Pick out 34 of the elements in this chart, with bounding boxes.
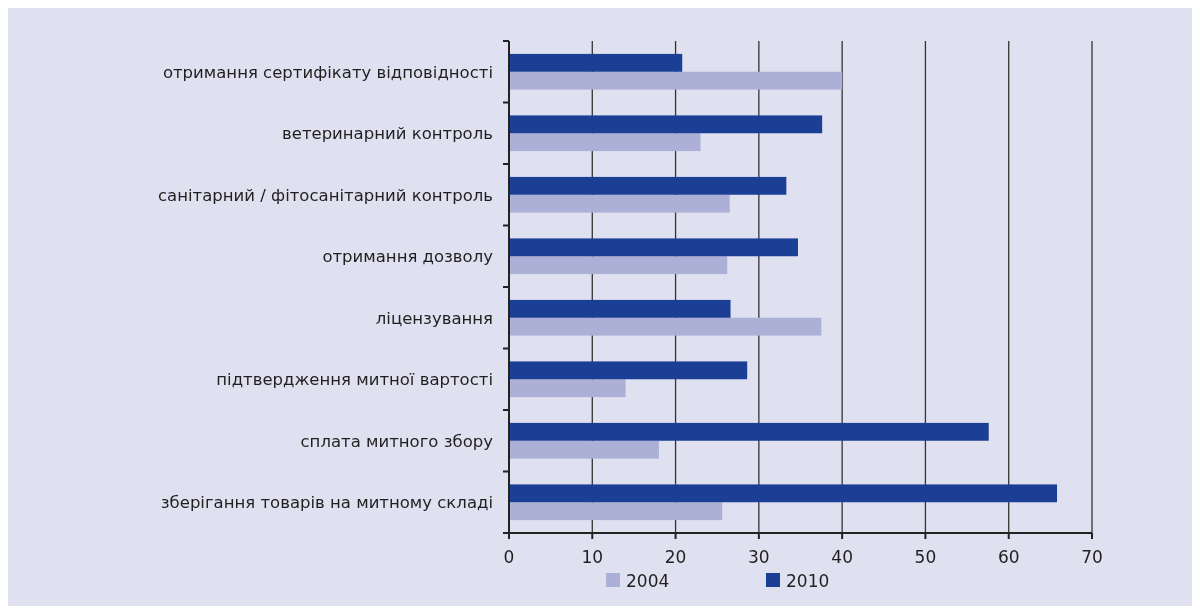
bar — [509, 502, 723, 521]
y-tick-label: ліцензування — [375, 308, 493, 328]
x-tick-label: 0 — [503, 547, 515, 567]
x-tick-label: 60 — [997, 547, 1020, 567]
bar — [509, 379, 626, 398]
bar — [509, 317, 822, 336]
bar — [509, 484, 1058, 503]
x-tick-label: 10 — [581, 547, 604, 567]
bar — [509, 176, 787, 195]
y-tick-label: отримання сертифікату відповідності — [162, 62, 493, 82]
x-tick-label: 30 — [748, 547, 770, 567]
legend-label: 2004 — [626, 571, 670, 591]
legend-label: 2010 — [786, 571, 830, 591]
bar — [509, 361, 748, 380]
bar — [509, 53, 683, 72]
bar — [509, 422, 989, 441]
x-tick-label: 50 — [914, 547, 937, 567]
x-tick-label: 20 — [664, 547, 687, 567]
y-tick-label: підтвердження митної вартості — [216, 370, 493, 390]
y-tick-label: сплата митного збору — [300, 431, 494, 451]
y-tick-label: зберігання товарів на митному складі — [160, 493, 493, 513]
bar — [509, 440, 659, 459]
y-tick-label: отримання дозволу — [322, 247, 494, 267]
bar — [509, 238, 798, 257]
y-tick-label: ветеринарний контроль — [282, 124, 493, 144]
bar — [509, 115, 823, 134]
bar — [509, 133, 701, 152]
y-tick-label: санітарний / фітосанітарний контроль — [158, 185, 493, 205]
bar — [509, 71, 843, 90]
x-tick-label: 40 — [831, 547, 853, 567]
bar — [509, 194, 730, 213]
x-tick-label: 70 — [1081, 547, 1103, 567]
bar — [509, 256, 728, 275]
bar — [509, 299, 731, 318]
